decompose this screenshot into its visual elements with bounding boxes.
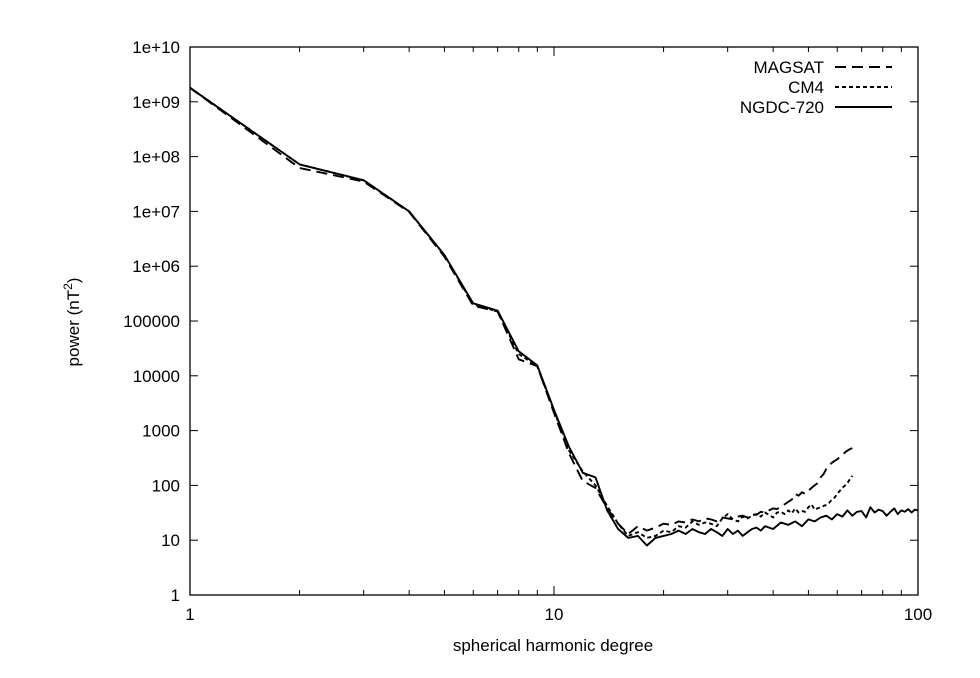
y-tick-label: 1e+06 <box>132 257 180 276</box>
series-line-cm4 <box>189 87 854 539</box>
y-tick-label: 100000 <box>123 312 180 331</box>
y-axis-title-tail: ) <box>64 278 83 284</box>
series-layer <box>189 87 919 547</box>
legend-label: NGDC-720 <box>740 98 824 117</box>
x-tick-label: 10 <box>545 605 564 624</box>
y-tick-label: 1000 <box>142 422 180 441</box>
y-tick-label: 10 <box>161 531 180 550</box>
x-tick-label: 100 <box>904 605 932 624</box>
series-line-magsat <box>189 87 853 535</box>
axis-ticks: 1 10 100 1000 10000 100000 1e+06 1e+07 1e+08 1e+0… <box>123 38 932 624</box>
y-tick-label: 1e+07 <box>132 202 180 221</box>
x-axis-title: spherical harmonic degree <box>453 636 653 655</box>
y-axis-title: power (nT2) <box>61 278 83 367</box>
y-tick-label: 1e+08 <box>132 148 180 167</box>
legend-label: CM4 <box>788 78 824 97</box>
plot-frame <box>189 46 919 596</box>
y-axis-title-sup: 2 <box>61 283 75 290</box>
legend-label: MAGSAT <box>753 58 824 77</box>
y-axis-title-base: power (nT <box>64 290 83 367</box>
series-line-ngdc-720 <box>189 87 919 547</box>
y-tick-label: 10000 <box>133 367 180 386</box>
x-tick-label: 1 <box>185 605 194 624</box>
y-tick-label: 1e+10 <box>132 38 180 57</box>
y-tick-label: 1 <box>171 586 180 605</box>
y-tick-label: 100 <box>152 476 180 495</box>
y-tick-label: 1e+09 <box>132 93 180 112</box>
